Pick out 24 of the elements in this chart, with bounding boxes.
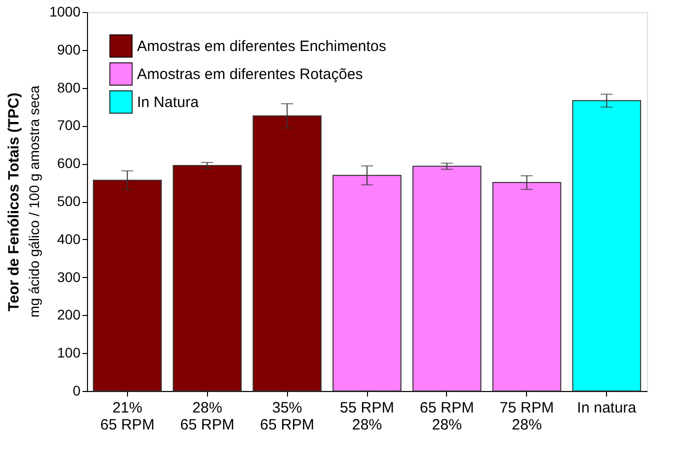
x-tick-label: In natura: [577, 400, 637, 416]
y-tick-label: 100: [57, 344, 81, 361]
y-tick-label: 800: [57, 79, 81, 96]
bar: [172, 164, 242, 392]
y-tick-label: 200: [57, 306, 81, 323]
y-tick-label: 600: [57, 155, 81, 172]
x-tick-label: 75 RPM 28%: [500, 400, 554, 434]
y-tick-label: 500: [57, 193, 81, 209]
y-tick-label: 400: [57, 230, 81, 247]
y-tick-label: 0: [72, 382, 81, 398]
x-tick-label: 55 RPM 28%: [340, 400, 394, 434]
y-tick-label: 900: [57, 41, 81, 58]
legend-label: In Natura: [137, 94, 200, 111]
x-tick-label: 35% 65 RPM: [260, 400, 314, 434]
y-tick-label: 700: [57, 117, 81, 134]
x-tick-label: 28% 65 RPM: [180, 400, 234, 434]
legend-label: Amostras em diferentes Rotações: [137, 66, 363, 83]
bar: [412, 166, 482, 392]
x-tick-label: 21% 65 RPM: [100, 400, 154, 434]
y-tick-label: 300: [57, 268, 81, 285]
y-axis-title: Teor de Fenólicos Totais (TPC) mg ácido gálico / 100 g amostra seca: [5, 85, 42, 318]
x-tick-label: 65 RPM 28%: [420, 400, 474, 434]
y-tick-label: 1000: [49, 4, 81, 20]
legend-label: Amostras em diferentes Enchimentos: [137, 38, 386, 55]
